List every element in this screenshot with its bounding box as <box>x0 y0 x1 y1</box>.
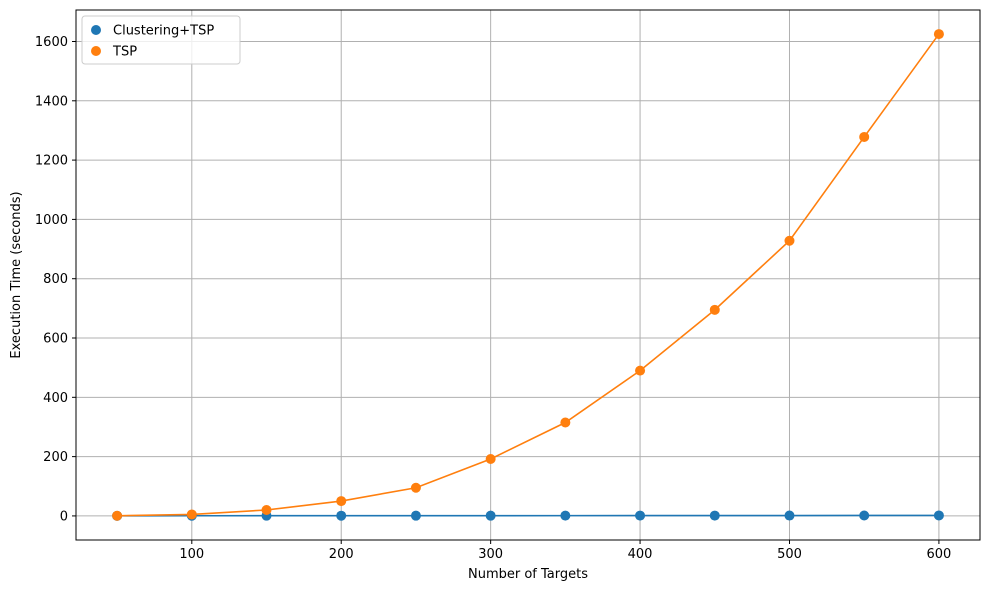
data-point-series-0 <box>410 510 421 521</box>
legend-marker-clustering-tsp <box>91 25 101 35</box>
y-axis-label: Execution Time (seconds) <box>9 191 24 358</box>
data-point-series-0 <box>859 510 870 521</box>
data-point-series-1 <box>112 510 123 521</box>
y-tick-label: 0 <box>60 509 68 524</box>
legend-label-clustering-tsp: Clustering+TSP <box>113 24 214 39</box>
y-tick-label: 400 <box>43 391 68 406</box>
y-tick-label: 600 <box>43 332 68 347</box>
data-point-series-0 <box>485 510 496 521</box>
data-point-series-1 <box>784 235 795 246</box>
grid-lines <box>76 10 980 540</box>
data-point-series-1 <box>186 509 197 520</box>
x-axis-label: Number of Targets <box>468 567 588 582</box>
data-point-series-1 <box>709 304 720 315</box>
data-point-series-1 <box>410 482 421 493</box>
legend-box <box>81 15 241 65</box>
data-point-series-0 <box>933 510 944 521</box>
data-point-series-1 <box>859 131 870 142</box>
series-layer <box>112 29 944 521</box>
data-point-series-1 <box>485 453 496 464</box>
x-tick-label: 500 <box>777 547 802 562</box>
y-tick-label: 1600 <box>35 35 68 50</box>
data-point-series-0 <box>635 510 646 521</box>
x-tick-label: 400 <box>628 547 653 562</box>
data-point-series-0 <box>560 510 571 521</box>
y-tick-label: 1400 <box>35 94 68 109</box>
axis-ticks: 100 200 300 400 500 600 0 200 400 600 800 1000 1200 1… <box>35 35 951 562</box>
series-line-1 <box>117 33 940 517</box>
y-tick-label: 200 <box>43 450 68 465</box>
data-point-series-0 <box>709 510 720 521</box>
x-tick-label: 100 <box>179 547 204 562</box>
x-tick-label: 200 <box>329 547 354 562</box>
x-tick-label: 600 <box>926 547 951 562</box>
data-point-series-1 <box>261 504 272 515</box>
x-tick-label: 300 <box>478 547 503 562</box>
y-tick-label: 800 <box>43 272 68 287</box>
data-point-series-0 <box>336 510 347 521</box>
data-point-series-1 <box>336 496 347 507</box>
data-point-series-1 <box>560 417 571 428</box>
y-tick-label: 1000 <box>35 213 68 228</box>
plot-frame <box>75 9 981 541</box>
y-tick-label: 1200 <box>35 154 68 169</box>
legend: Clustering+TSP TSP <box>81 15 241 65</box>
data-point-series-0 <box>784 510 795 521</box>
legend-marker-tsp <box>91 46 101 56</box>
data-point-series-1 <box>635 365 646 376</box>
data-point-series-1 <box>933 29 944 40</box>
legend-label-tsp: TSP <box>112 45 137 60</box>
